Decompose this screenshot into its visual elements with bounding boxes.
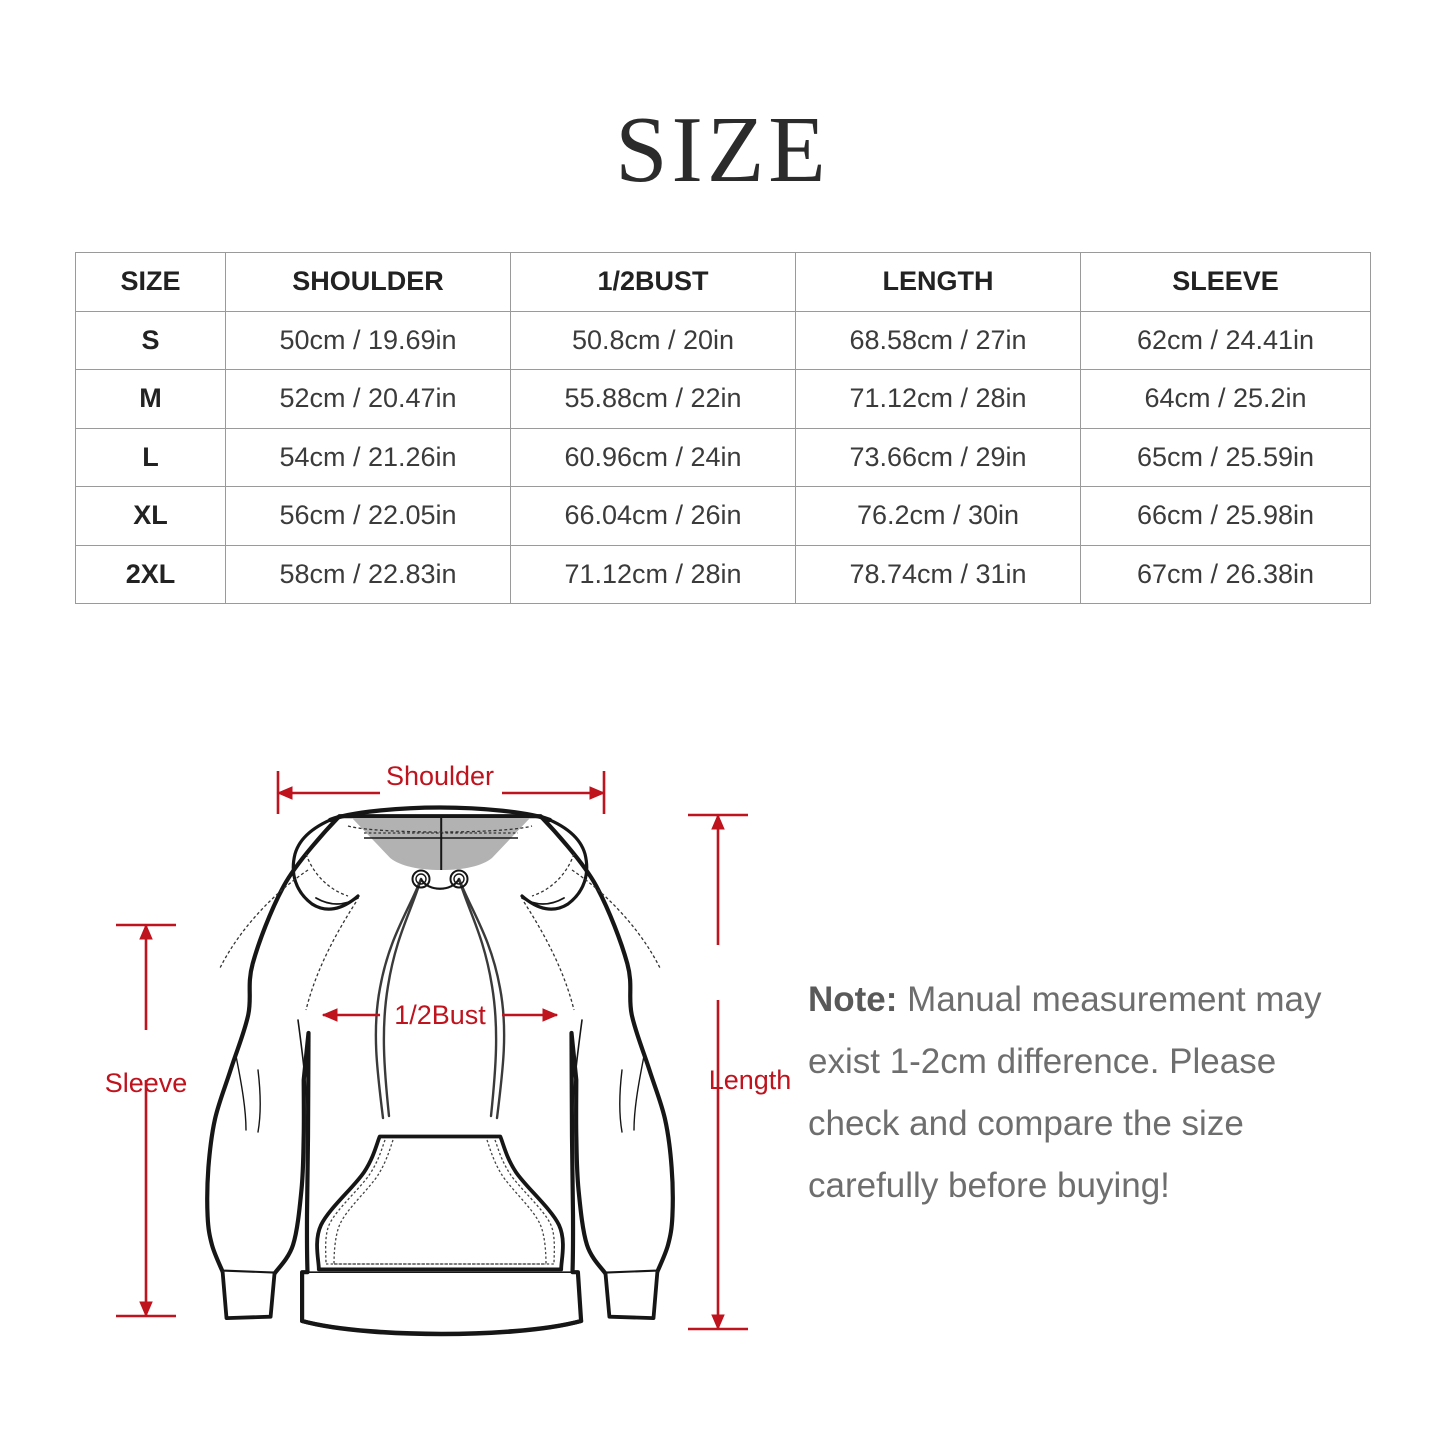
svg-text:Shoulder: Shoulder <box>386 761 494 791</box>
svg-text:Sleeve: Sleeve <box>105 1068 188 1098</box>
svg-text:1/2Bust: 1/2Bust <box>394 1000 486 1030</box>
svg-text:Length: Length <box>709 1065 792 1095</box>
